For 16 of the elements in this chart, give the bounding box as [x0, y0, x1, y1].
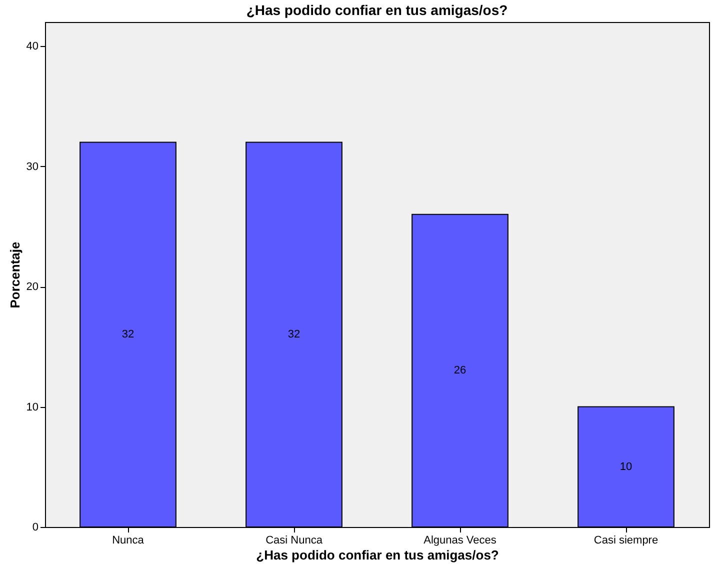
x-tick-label: Algunas Veces	[424, 534, 497, 546]
data-label: 10	[620, 460, 632, 473]
y-tick-label: 40	[26, 40, 38, 53]
x-tick-label: Nunca	[112, 534, 145, 546]
y-tick-label: 30	[26, 160, 38, 173]
chart-title: ¿Has podido confiar en tus amigas/os?	[246, 2, 508, 18]
x-axis-title: ¿Has podido confiar en tus amigas/os?	[256, 548, 499, 562]
y-tick-label: 0	[32, 522, 38, 534]
data-label: 32	[288, 328, 300, 341]
data-label: 26	[454, 364, 466, 377]
data-label: 32	[122, 328, 134, 341]
y-tick-label: 20	[26, 281, 38, 294]
y-axis-title: Porcentaje	[7, 242, 22, 308]
y-tick-label: 10	[26, 401, 38, 414]
x-tick-label: Casi Nunca	[266, 534, 324, 546]
x-tick-label: Casi siempre	[594, 534, 658, 546]
